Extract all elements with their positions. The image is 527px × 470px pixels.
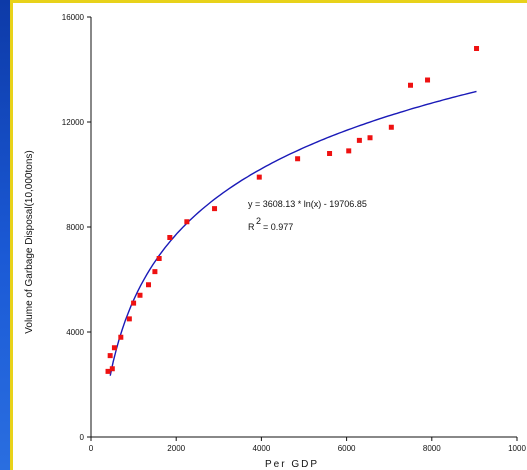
y-tick-label: 4000 bbox=[66, 328, 84, 337]
data-point bbox=[327, 151, 333, 156]
data-point bbox=[295, 156, 301, 162]
data-point bbox=[118, 334, 124, 340]
data-point bbox=[109, 366, 115, 372]
data-point bbox=[212, 206, 218, 212]
y-tick-label: 16000 bbox=[62, 13, 85, 22]
chart-panel bbox=[13, 3, 527, 470]
data-point bbox=[126, 316, 132, 322]
data-point bbox=[256, 174, 262, 180]
slide-top-border bbox=[10, 0, 527, 3]
data-point bbox=[111, 345, 117, 351]
data-point bbox=[184, 219, 190, 225]
data-point bbox=[367, 135, 373, 141]
x-tick-label: 1000 bbox=[508, 444, 526, 453]
equation-text: y = 3608.13 * ln(x) - 19706.85 bbox=[248, 199, 367, 209]
data-point bbox=[167, 235, 173, 240]
data-point bbox=[137, 292, 143, 298]
fit-curve bbox=[109, 90, 477, 376]
x-tick-label: 6000 bbox=[338, 444, 356, 453]
data-point bbox=[356, 137, 362, 143]
y-tick-label: 0 bbox=[80, 433, 85, 442]
x-tick-label: 0 bbox=[89, 444, 94, 453]
r-squared-label: R bbox=[248, 222, 255, 232]
x-ticks: 0 2000 4000 6000 8000 1000 bbox=[89, 437, 526, 453]
y-ticks: 0 4000 8000 12000 16000 bbox=[62, 13, 91, 442]
data-point bbox=[152, 269, 158, 275]
data-point bbox=[425, 77, 431, 83]
data-point bbox=[408, 82, 413, 88]
axes bbox=[90, 17, 517, 438]
r-squared-superscript: 2 bbox=[256, 216, 261, 226]
data-points bbox=[105, 46, 480, 374]
x-axis-label: Per GDP bbox=[265, 459, 319, 470]
data-point bbox=[388, 124, 394, 130]
y-axis-label: Volume of Garbage Disposal(10,000tons) bbox=[24, 150, 35, 333]
x-tick-label: 4000 bbox=[253, 444, 271, 453]
data-point bbox=[156, 256, 162, 261]
fit-annotation: y = 3608.13 * ln(x) - 19706.85 R 2 = 0.9… bbox=[248, 199, 367, 232]
x-tick-label: 2000 bbox=[167, 444, 185, 453]
data-point bbox=[107, 353, 113, 359]
data-point bbox=[474, 46, 480, 51]
data-point bbox=[131, 300, 137, 306]
x-tick-label: 8000 bbox=[423, 444, 441, 453]
y-tick-label: 8000 bbox=[66, 223, 84, 232]
r-squared-value: = 0.977 bbox=[263, 222, 293, 232]
y-tick-label: 12000 bbox=[62, 118, 85, 127]
data-point bbox=[105, 368, 111, 374]
data-point bbox=[346, 148, 352, 154]
slide-left-border bbox=[10, 0, 13, 470]
data-point bbox=[146, 282, 152, 288]
